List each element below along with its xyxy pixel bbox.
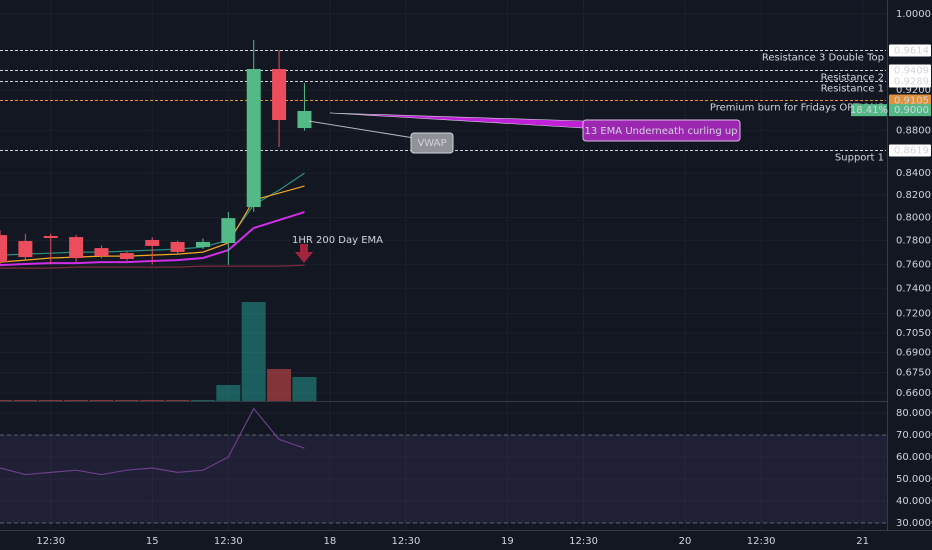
- annotation-arrow: [295, 244, 313, 263]
- x-tick-label: 19: [501, 536, 514, 547]
- candle-body: [145, 239, 160, 246]
- candle-body: [18, 241, 33, 258]
- volume-bar: [64, 400, 89, 401]
- candle-body: [69, 237, 84, 259]
- volume-bar: [13, 400, 38, 401]
- y-tick-label: 0.8800: [896, 126, 931, 137]
- annotation-text: 1HR 200 Day EMA: [292, 235, 383, 246]
- y-tick-label: 0.8000: [896, 213, 931, 224]
- level-tag: [889, 94, 931, 107]
- level-tag-text: 0.8619: [894, 146, 929, 157]
- x-tick-label: 12:30: [214, 536, 243, 547]
- level-label: Support 1: [835, 153, 884, 164]
- candle-body: [0, 235, 7, 262]
- x-tick-label: 12:30: [392, 536, 421, 547]
- callout-line: [308, 120, 415, 139]
- volume-bar: [216, 385, 241, 401]
- level-label: Resistance 1: [821, 84, 884, 95]
- callout-box: [582, 119, 741, 142]
- level-tag: [889, 144, 931, 157]
- rsi-tick-label: 80.0000: [896, 408, 932, 419]
- candle-body: [170, 241, 185, 252]
- rsi-band: [0, 434, 888, 523]
- y-tick-label: 0.9200: [896, 85, 931, 96]
- level-tag: [889, 75, 931, 88]
- y-tick-label: 0.8200: [896, 190, 931, 201]
- candle-body: [246, 69, 261, 208]
- candle-body: [94, 248, 109, 257]
- level-label: Resistance 3 Double Top: [762, 53, 884, 64]
- volume-bar: [292, 377, 317, 401]
- volume-bar: [89, 400, 114, 401]
- rsi-tick-label: 60.0000: [896, 452, 932, 463]
- x-tick-label: 20: [679, 536, 692, 547]
- volume-bar: [114, 400, 139, 401]
- y-tick-label: 0.6600: [896, 388, 931, 399]
- candle-body: [221, 218, 236, 244]
- y-tick-label: 0.6900: [896, 348, 931, 359]
- level-label: Premium burn for Fridays OPTIONS: [710, 103, 884, 114]
- y-tick-label: 0.7200: [896, 309, 931, 320]
- callout-text: 13 EMA Underneath curling up: [584, 126, 737, 137]
- last-price-label: 0.9000: [894, 105, 929, 116]
- y-tick-label: 0.7800: [896, 236, 931, 247]
- volume-bar: [241, 302, 266, 401]
- level-tag: [889, 64, 931, 77]
- volume-bar: [140, 400, 165, 401]
- candle-body: [119, 253, 134, 259]
- x-tick-label: 12:30: [36, 536, 65, 547]
- candle-body: [272, 69, 287, 121]
- y-tick-label: 0.6750: [896, 368, 931, 379]
- candle-body: [195, 241, 210, 248]
- volume-bar: [38, 400, 63, 401]
- callout-box: [410, 132, 454, 154]
- change-tag: [851, 104, 887, 117]
- candle-body: [297, 110, 312, 129]
- x-tick-label: 21: [856, 536, 869, 547]
- volume-bar: [165, 400, 190, 401]
- rsi-tick-label: 50.0000: [896, 474, 932, 485]
- level-tag: [889, 44, 931, 57]
- y-tick-label: 0.7600: [896, 259, 931, 270]
- callout-text: VWAP: [417, 138, 446, 149]
- volume-bar: [190, 400, 215, 401]
- level-tag-text: 0.9614: [894, 46, 929, 57]
- level-tag-text: 0.9289: [894, 77, 929, 88]
- candle-body: [43, 236, 58, 238]
- rsi-tick-label: 40.0000: [896, 496, 932, 507]
- indicator-line: [0, 264, 305, 269]
- grid: [0, 0, 888, 530]
- price-pane: Resistance 3 Double Top Resistance 2Resis…: [0, 40, 886, 401]
- rsi-tick-label: 30.0000: [896, 518, 932, 529]
- change-label: 18.41%: [850, 105, 888, 116]
- y-tick-label: 0.7050: [896, 328, 931, 339]
- level-tag-text: 0.9105: [894, 96, 929, 107]
- y-tick-label: 0.8400: [896, 168, 931, 179]
- volume-bar: [267, 369, 292, 401]
- x-tick-label: 18: [323, 536, 336, 547]
- rsi-tick-label: 70.0000: [896, 430, 932, 441]
- rsi-pane: [0, 407, 888, 524]
- volume-bar: [0, 400, 12, 401]
- level-label: Resistance 2: [821, 73, 884, 84]
- x-tick-label: 12:30: [747, 536, 776, 547]
- rsi-line: [0, 407, 305, 476]
- level-tag-text: 0.9409: [894, 66, 929, 77]
- x-tick-label: 12:30: [569, 536, 598, 547]
- x-tick-label: 15: [146, 536, 159, 547]
- last-price-tag: [889, 104, 931, 117]
- y-tick-label: 0.7400: [896, 284, 931, 295]
- y-tick-label: 1.0000: [896, 9, 931, 20]
